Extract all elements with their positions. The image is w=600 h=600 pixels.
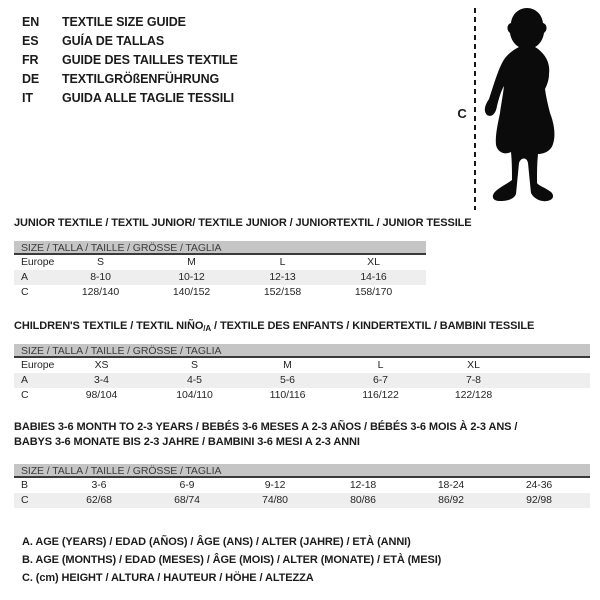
footnote-height: C. (cm) HEIGHT / ALTURA / HAUTEUR / HÖHE…: [22, 572, 314, 584]
footnote-age-months: B. AGE (MONTHS) / EDAD (MESES) / ÂGE (MO…: [22, 554, 442, 566]
age-cell: 3-6: [91, 479, 107, 491]
age-cell: 6-9: [179, 479, 195, 491]
lang-title: TEXTILE SIZE GUIDE: [62, 15, 186, 29]
age-cell: 6-7: [373, 374, 388, 386]
size-cell: L: [377, 359, 384, 371]
table-row-height: C 98/104 104/110 110/116 116/122 122/128: [14, 388, 590, 403]
legend-row-en: EN TEXTILE SIZE GUIDE: [22, 13, 238, 32]
lang-title: GUÍA DE TALLAS: [62, 34, 165, 48]
table-header-size: SIZE / TALLA / TAILLE / GRÖSSE / TAGLIA: [14, 344, 590, 358]
height-cell: 104/110: [176, 389, 213, 401]
legend-row-es: ES GUÍA DE TALLAS: [22, 32, 238, 51]
age-cell: 7-8: [466, 374, 481, 386]
age-cell: 14-16: [360, 271, 387, 283]
height-cell: 98/104: [85, 389, 118, 401]
legend-row-it: IT GUIDA ALLE TAGLIE TESSILI: [22, 89, 238, 108]
height-cell: 128/140: [81, 286, 120, 298]
table-row-age: A 3-4 4-5 5-6 6-7 7-8: [14, 373, 590, 388]
lang-title: GUIDA ALLE TAGLIE TESSILI: [62, 91, 235, 105]
size-cell: S: [97, 256, 104, 268]
age-cell: 12-18: [349, 479, 377, 491]
age-cell: 5-6: [280, 374, 295, 386]
age-cell: 4-5: [187, 374, 202, 386]
lang-code: EN: [22, 15, 40, 29]
babies-section-heading-line1: BABIES 3-6 MONTH TO 2-3 YEARS / BEBÉS 3-…: [14, 421, 518, 433]
children-heading-pre: CHILDREN'S TEXTILE / TEXTIL NIÑO: [14, 320, 204, 332]
height-measure-label: C: [457, 106, 467, 121]
age-cell: 12-13: [269, 271, 296, 283]
size-cell: M: [187, 256, 196, 268]
size-cell: XL: [467, 359, 480, 371]
height-cell: 140/152: [172, 286, 211, 298]
babies-section-heading-line2: BABYS 3-6 MONATE BIS 2-3 JAHRE / BAMBINI…: [14, 436, 360, 448]
age-cell: 24-36: [525, 479, 553, 491]
junior-size-table: SIZE / TALLA / TAILLE / GRÖSSE / TAGLIA …: [14, 241, 426, 300]
size-cell: XL: [367, 256, 380, 268]
lang-code: ES: [22, 34, 39, 48]
table-header-size: SIZE / TALLA / TAILLE / GRÖSSE / TAGLIA: [14, 464, 590, 478]
table-row-age: A 8-10 10-12 12-13 14-16: [14, 270, 426, 285]
table-row-age-months: B 3-6 6-9 9-12 12-18 18-24 24-36: [14, 478, 590, 493]
lang-code: DE: [22, 72, 40, 86]
height-cell: 86/92: [438, 494, 464, 506]
junior-section-heading: JUNIOR TEXTILE / TEXTIL JUNIOR/ TEXTILE …: [14, 217, 472, 229]
legend-row-fr: FR GUIDE DES TAILLES TEXTILE: [22, 51, 238, 70]
language-legend: EN TEXTILE SIZE GUIDE ES GUÍA DE TALLAS …: [22, 13, 238, 108]
age-cell: 8-10: [90, 271, 111, 283]
legend-row-de: DE TEXTILGRÖßENFÜHRUNG: [22, 70, 238, 89]
table-row-height: C 128/140 140/152 152/158 158/170: [14, 285, 426, 300]
children-heading-sub: /A: [203, 324, 212, 333]
age-cell: 9-12: [264, 479, 286, 491]
babies-size-table: SIZE / TALLA / TAILLE / GRÖSSE / TAGLIA …: [14, 464, 590, 508]
footnote-age-years: A. AGE (YEARS) / EDAD (AÑOS) / ÂGE (ANS)…: [22, 536, 411, 548]
height-cell: 92/98: [526, 494, 552, 506]
height-cell: 110/116: [269, 389, 306, 401]
children-section-heading: CHILDREN'S TEXTILE / TEXTIL NIÑO/A / TEX…: [14, 320, 534, 333]
age-cell: 10-12: [178, 271, 205, 283]
height-cell: 122/128: [454, 389, 493, 401]
height-cell: 80/86: [350, 494, 376, 506]
table-header-size: SIZE / TALLA / TAILLE / GRÖSSE / TAGLIA: [14, 241, 426, 255]
table-row-europe: Europe S M L XL: [14, 255, 426, 270]
age-cell: 3-4: [94, 374, 109, 386]
children-heading-post: / TEXTILE DES ENFANTS / KINDERTEXTIL / B…: [211, 320, 535, 332]
height-measure-dashed-line: [474, 8, 476, 210]
height-cell: 68/74: [174, 494, 200, 506]
baby-silhouette-icon: [484, 8, 555, 202]
lang-code: IT: [22, 91, 33, 105]
row-label: Europe: [21, 256, 55, 268]
lang-title: GUIDE DES TAILLES TEXTILE: [62, 53, 238, 67]
row-label: B: [21, 479, 28, 491]
age-cell: 18-24: [437, 479, 465, 491]
row-label: Europe: [21, 359, 55, 371]
row-label: C: [21, 286, 29, 298]
lang-title: TEXTILGRÖßENFÜHRUNG: [62, 72, 220, 86]
table-row-height: C 62/68 68/74 74/80 80/86 86/92 92/98: [14, 493, 590, 508]
footnotes: A. AGE (YEARS) / EDAD (AÑOS) / ÂGE (ANS)…: [22, 533, 441, 587]
size-cell: XS: [94, 359, 109, 371]
row-label: C: [21, 389, 29, 401]
row-label: A: [21, 271, 28, 283]
height-cell: 158/170: [354, 286, 393, 298]
height-cell: 116/122: [362, 389, 399, 401]
height-cell: 152/158: [263, 286, 302, 298]
row-label: C: [21, 494, 29, 506]
size-cell: S: [191, 359, 198, 371]
children-size-table: SIZE / TALLA / TAILLE / GRÖSSE / TAGLIA …: [14, 344, 590, 403]
size-cell: L: [279, 256, 286, 268]
table-row-europe: Europe XS S M L XL: [14, 358, 590, 373]
size-cell: M: [283, 359, 292, 371]
row-label: A: [21, 374, 28, 386]
height-cell: 62/68: [86, 494, 112, 506]
height-cell: 74/80: [262, 494, 288, 506]
lang-code: FR: [22, 53, 39, 67]
